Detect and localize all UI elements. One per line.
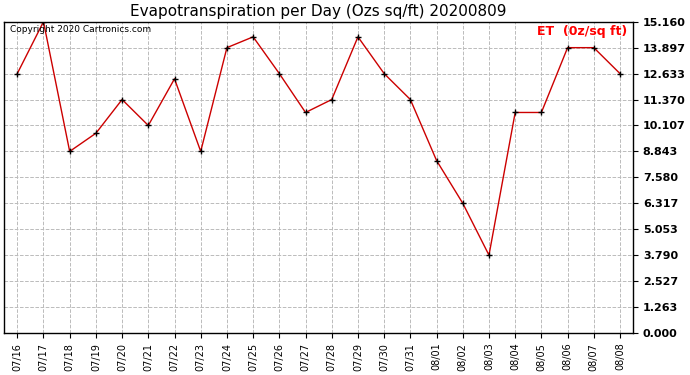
Text: ET  (0z/sq ft): ET (0z/sq ft) bbox=[537, 25, 627, 38]
Title: Evapotranspiration per Day (Ozs sq/ft) 20200809: Evapotranspiration per Day (Ozs sq/ft) 2… bbox=[130, 4, 507, 19]
Text: Copyright 2020 Cartronics.com: Copyright 2020 Cartronics.com bbox=[10, 25, 152, 34]
